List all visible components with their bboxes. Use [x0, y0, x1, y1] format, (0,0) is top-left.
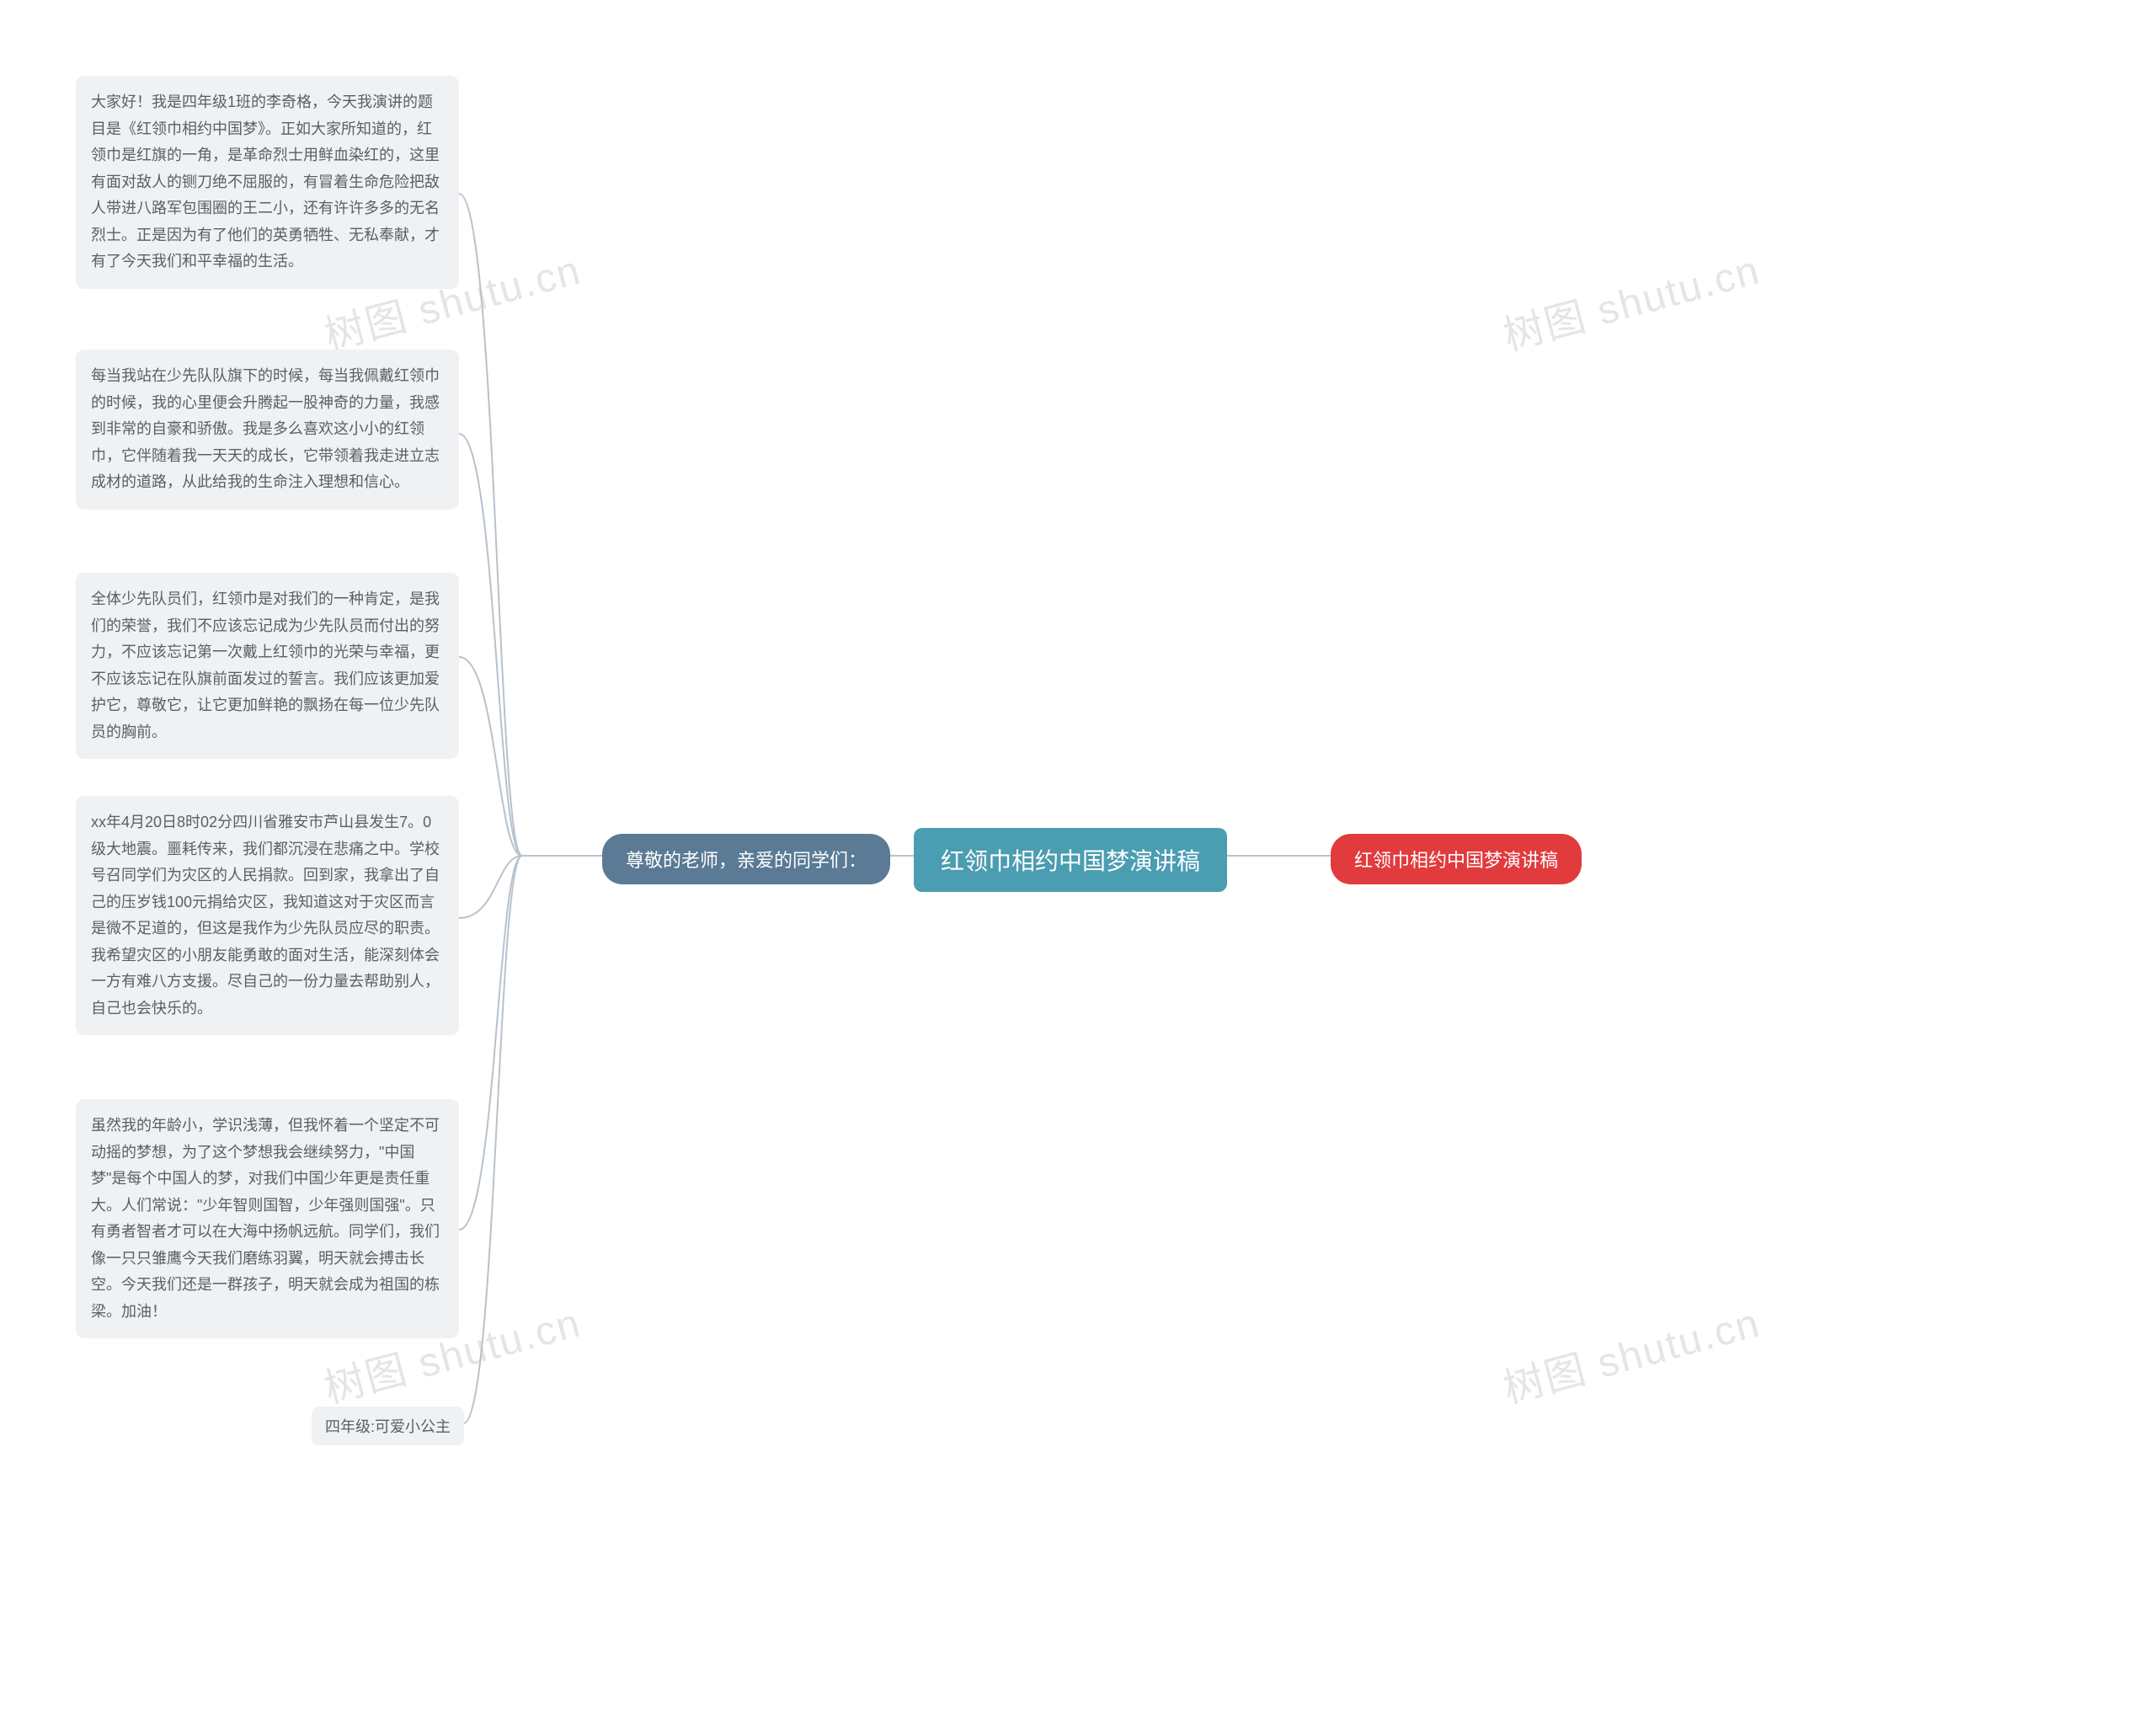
- leaf-paragraph[interactable]: 虽然我的年龄小，学识浅薄，但我怀着一个坚定不可动摇的梦想，为了这个梦想我会继续努…: [76, 1099, 459, 1338]
- watermark: 树图 shutu.cn: [1496, 237, 1765, 362]
- leaf-paragraph[interactable]: 大家好！我是四年级1班的李奇格，今天我演讲的题目是《红领巾相约中国梦》。正如大家…: [76, 76, 459, 289]
- root-node[interactable]: 红领巾相约中国梦演讲稿: [914, 828, 1227, 892]
- leaf-paragraph[interactable]: 全体少先队员们，红领巾是对我们的一种肯定，是我们的荣誉，我们不应该忘记成为少先队…: [76, 573, 459, 759]
- watermark: 树图 shutu.cn: [1496, 1290, 1765, 1415]
- left-branch-node[interactable]: 尊敬的老师，亲爱的同学们：: [602, 834, 890, 884]
- leaf-paragraph[interactable]: 每当我站在少先队队旗下的时候，每当我佩戴红领巾的时候，我的心里便会升腾起一股神奇…: [76, 350, 459, 510]
- leaf-paragraph[interactable]: xx年4月20日8时02分四川省雅安市芦山县发生7。0级大地震。噩耗传来，我们都…: [76, 796, 459, 1035]
- leaf-signature[interactable]: 四年级:可爱小公主: [312, 1407, 464, 1445]
- right-branch-node[interactable]: 红领巾相约中国梦演讲稿: [1331, 834, 1582, 884]
